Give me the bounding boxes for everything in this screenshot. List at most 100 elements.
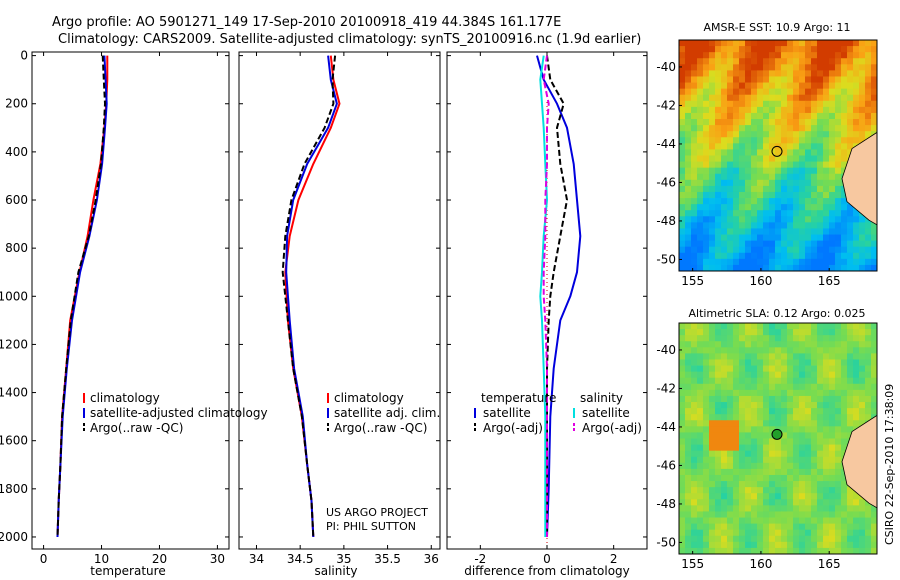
map-cell	[739, 82, 746, 90]
map-cell	[691, 353, 698, 360]
map-cell	[715, 377, 722, 385]
map-cell	[715, 46, 722, 53]
map-cell	[703, 264, 710, 272]
map-cell	[793, 234, 800, 242]
map-cell	[829, 420, 836, 427]
map-cell	[745, 76, 752, 83]
map-cell	[823, 468, 830, 476]
map-cell	[781, 517, 788, 525]
map-cell	[847, 240, 854, 248]
map-cell	[745, 541, 752, 549]
map-cell	[805, 493, 812, 500]
legend-entry: satellite adj. clim.	[334, 406, 440, 420]
map-cell	[793, 246, 800, 254]
map-cell	[853, 414, 860, 421]
map-cell	[685, 395, 692, 403]
map-cell	[745, 94, 752, 102]
map-cell	[727, 462, 734, 470]
series-line-salinity-satellite	[539, 55, 548, 537]
map-cell	[697, 119, 704, 126]
map-cell	[787, 52, 794, 59]
map-cell	[721, 58, 728, 65]
map-cell	[865, 517, 872, 525]
map-cell	[763, 323, 770, 330]
map-cell	[715, 70, 722, 77]
map-cell	[715, 119, 722, 126]
map-cell	[751, 438, 758, 445]
map-cell	[685, 456, 692, 464]
map-cell	[763, 547, 770, 555]
map-cell	[715, 450, 722, 458]
map-cell	[763, 88, 770, 96]
map-cell	[745, 511, 752, 518]
map-cell	[733, 52, 740, 59]
map-cell	[691, 462, 698, 470]
map-cell	[691, 505, 698, 512]
map-cell	[763, 264, 770, 272]
map-cell	[739, 323, 746, 330]
map-cell	[679, 383, 686, 391]
map-cell	[691, 210, 698, 217]
map-cell	[799, 167, 806, 175]
map-cell	[679, 210, 686, 217]
map-cell	[865, 46, 872, 53]
map-cell	[721, 228, 728, 235]
map-cell	[793, 468, 800, 476]
map-cell	[811, 420, 818, 427]
map-cell	[727, 523, 734, 531]
map-cell	[769, 198, 776, 205]
map-cell	[781, 499, 788, 506]
map-cell	[703, 432, 710, 439]
map-cell	[781, 487, 788, 494]
map-cell	[757, 240, 764, 248]
map-cell	[733, 383, 740, 391]
map-cell	[793, 258, 800, 266]
map-cell	[679, 76, 686, 83]
map-cell	[763, 204, 770, 211]
map-cell	[841, 517, 848, 525]
map-cell	[715, 535, 722, 543]
map-cell	[787, 444, 794, 452]
map-cell	[817, 517, 824, 525]
map-cell	[835, 125, 842, 132]
map-cell	[751, 395, 758, 403]
map-cell	[757, 70, 764, 77]
map-cell	[763, 414, 770, 421]
map-cell	[823, 246, 830, 254]
map-cell	[775, 149, 782, 156]
map-cell	[697, 383, 704, 391]
map-cell	[679, 402, 686, 409]
map-cell	[781, 179, 788, 187]
map-cell	[793, 131, 800, 138]
map-cell	[751, 161, 758, 169]
map-cell	[769, 82, 776, 90]
map-cell	[805, 161, 812, 169]
map-cell	[811, 155, 818, 162]
map-cell	[685, 228, 692, 235]
map-cell	[781, 106, 788, 114]
map-cell	[703, 167, 710, 175]
x-tick-label: 20	[152, 552, 167, 566]
map-cell	[775, 347, 782, 354]
map-cell	[811, 143, 818, 150]
map-cell	[709, 76, 716, 83]
map-cell	[727, 112, 734, 120]
map-cell	[805, 70, 812, 77]
map-cell	[805, 468, 812, 476]
map-cell	[745, 252, 752, 260]
map-cell	[847, 371, 854, 379]
map-cell	[835, 499, 842, 506]
map-cell	[829, 408, 836, 415]
map-cell	[823, 82, 830, 90]
map-cell	[787, 371, 794, 379]
map-cell	[853, 82, 860, 90]
map-cell	[841, 547, 848, 555]
map-cell	[769, 173, 776, 181]
map-cell	[763, 487, 770, 494]
map-cell	[745, 210, 752, 217]
map-cell	[751, 125, 758, 132]
map-cell	[787, 505, 794, 512]
map-cell	[751, 481, 758, 488]
map-cell	[805, 389, 812, 397]
map-cell	[703, 541, 710, 549]
